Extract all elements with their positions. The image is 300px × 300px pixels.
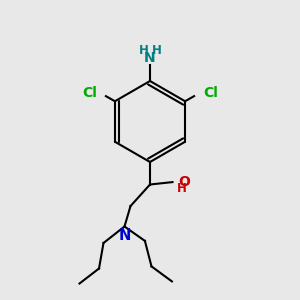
Text: Cl: Cl — [82, 86, 97, 100]
Text: O: O — [178, 175, 190, 188]
Text: H: H — [152, 44, 161, 57]
Text: H: H — [139, 44, 148, 57]
Text: N: N — [118, 228, 131, 243]
Text: Cl: Cl — [203, 86, 218, 100]
Text: N: N — [144, 51, 156, 65]
Text: H: H — [177, 182, 187, 195]
